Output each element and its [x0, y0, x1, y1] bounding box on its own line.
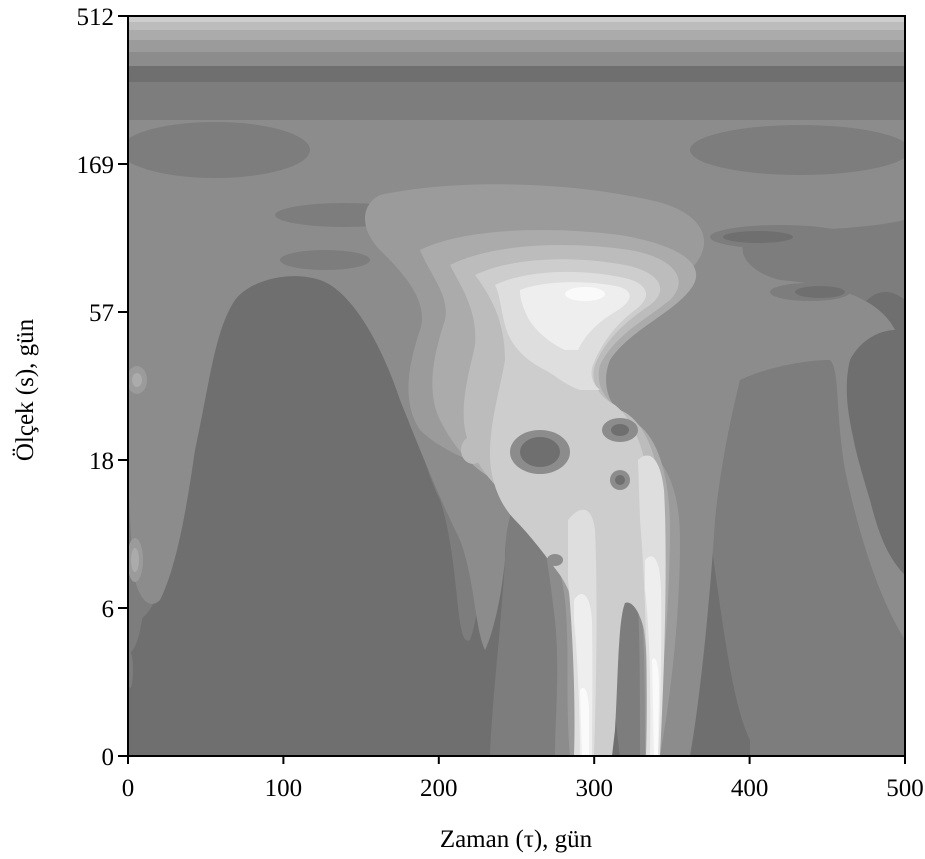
- y-tick-label: 18: [89, 448, 114, 475]
- ridges: [568, 455, 666, 756]
- y-tick-label: 0: [102, 744, 115, 771]
- x-tick-label: 0: [122, 775, 135, 802]
- y-axis-label: Ölçek (s), gün: [12, 318, 39, 461]
- contour-level-8: [520, 282, 630, 350]
- plot-area: [128, 16, 905, 756]
- contour-level-6: [475, 259, 661, 756]
- x-axis-label: Zaman (τ), gün: [440, 826, 593, 853]
- top-bands: [128, 16, 905, 82]
- top-dark-stripe: [128, 66, 905, 82]
- contour-peak: [565, 287, 605, 301]
- y-tick-label: 57: [89, 300, 114, 327]
- y-tick-label: 169: [77, 152, 115, 179]
- lower-pockets: [461, 418, 638, 566]
- x-tick-label: 200: [420, 775, 458, 802]
- x-tick-label: 100: [265, 775, 303, 802]
- y-axis: 0 6 18 57 169 512: [77, 4, 128, 771]
- y-tick-label: 6: [102, 596, 115, 623]
- x-axis: 0 100 200 300 400 500: [122, 756, 924, 802]
- x-tick-label: 400: [731, 775, 769, 802]
- x-tick-label: 500: [886, 775, 924, 802]
- upper-dark-pockets: [128, 122, 905, 301]
- plot-frame: [127, 15, 906, 757]
- left-edge-features: [128, 366, 905, 730]
- x-tick-label: 300: [575, 775, 613, 802]
- y-tick-label: 512: [77, 4, 115, 31]
